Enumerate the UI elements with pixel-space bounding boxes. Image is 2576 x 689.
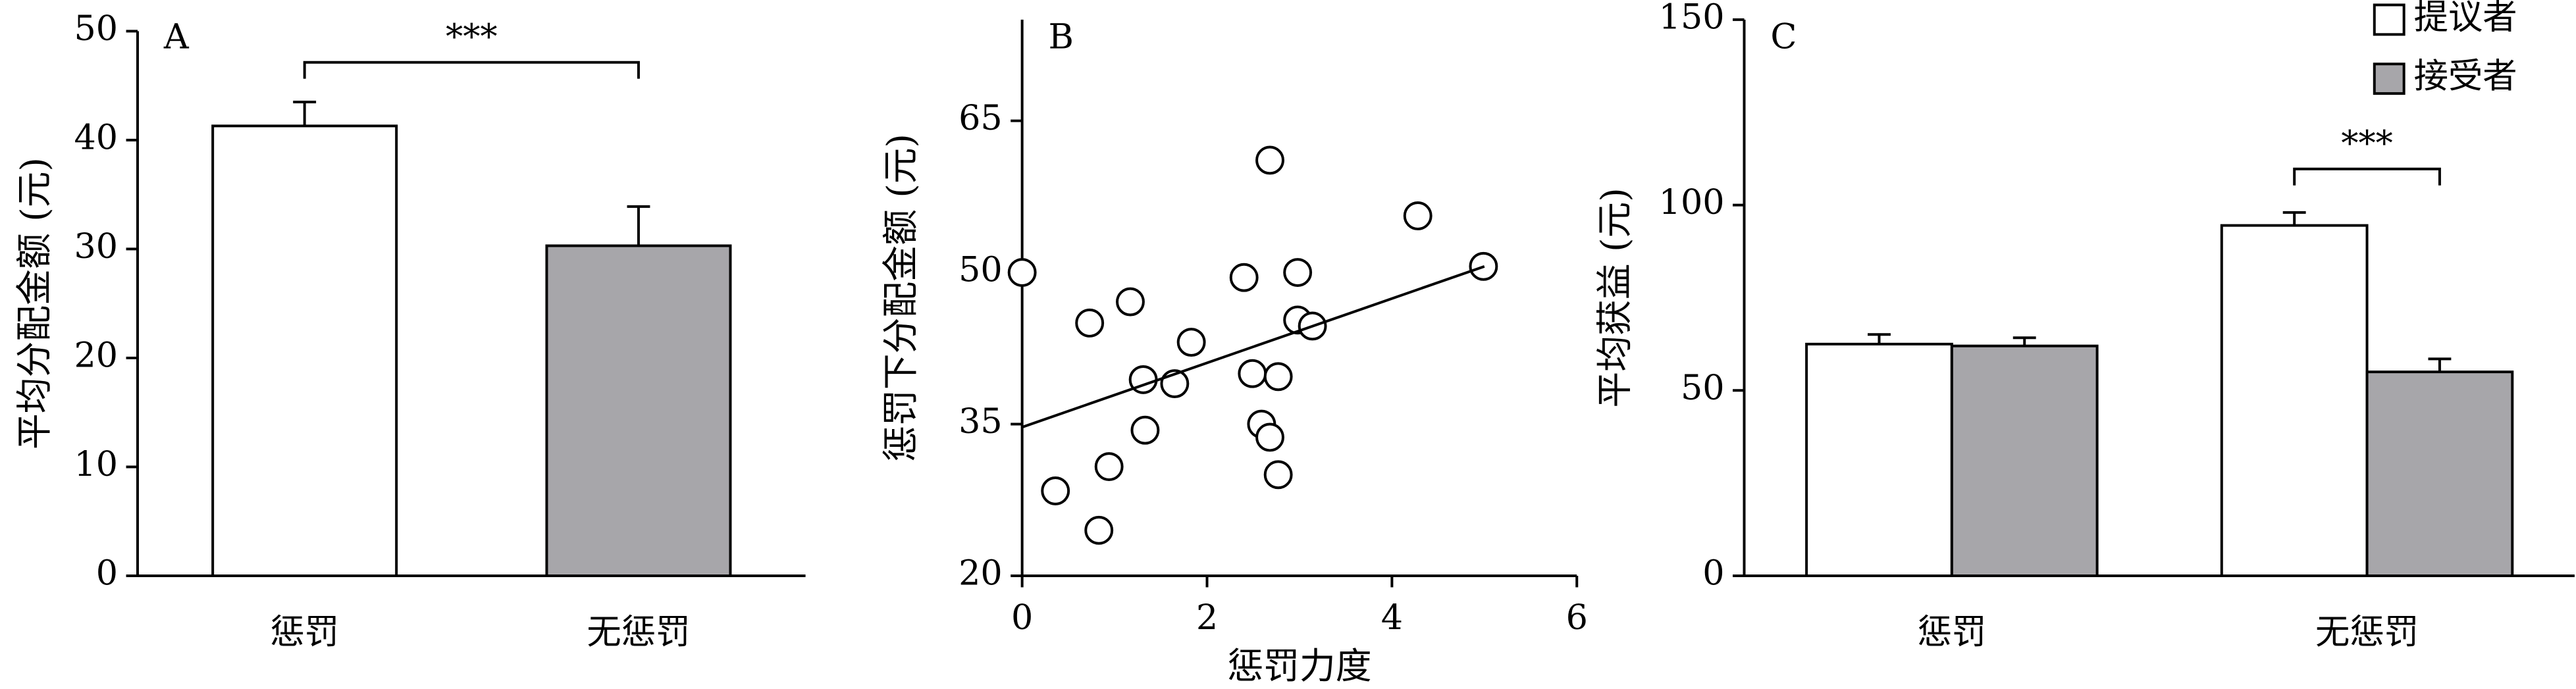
point <box>1255 422 1284 452</box>
point <box>1263 362 1293 392</box>
panel-label: B <box>1049 16 1074 57</box>
x-tick-label: 惩罚 <box>1918 612 1987 652</box>
x-axis-label: 惩罚力度 <box>1227 645 1371 687</box>
point <box>1094 452 1124 481</box>
error-bar <box>2428 357 2452 372</box>
x-tick-label: 无惩罚 <box>2315 612 2419 652</box>
bar <box>211 124 398 577</box>
y-tick-label: 150 <box>1659 0 1725 37</box>
point <box>1263 460 1293 490</box>
point <box>1255 145 1284 175</box>
error-bar <box>627 205 650 246</box>
bar <box>545 244 732 577</box>
error-bar <box>2012 336 2036 346</box>
y-tick-label: 30 <box>74 226 118 267</box>
point <box>1084 515 1114 545</box>
legend-label: 提议者 <box>2414 0 2517 37</box>
y-tick-label: 20 <box>959 553 1003 593</box>
y-tick-label: 65 <box>959 98 1003 138</box>
y-tick-label: 20 <box>74 335 118 375</box>
y-tick-label: 50 <box>74 9 118 49</box>
x-tick-label: 0 <box>1011 598 1033 638</box>
point <box>1007 258 1037 287</box>
point <box>1403 201 1433 230</box>
x-tick-label: 惩罚 <box>270 612 339 652</box>
y-axis-label: 惩罚下分配金额 (元) <box>880 134 922 462</box>
significance-bracket <box>2293 167 2441 186</box>
bar <box>1805 342 1953 577</box>
error-bar <box>2282 211 2306 226</box>
point <box>1176 328 1206 357</box>
panel-label: A <box>163 16 190 57</box>
significance-label: *** <box>446 16 498 57</box>
legend-swatch <box>2373 63 2405 95</box>
y-tick-label: 100 <box>1659 182 1725 222</box>
x-tick-label: 2 <box>1196 598 1218 638</box>
y-tick-label: 10 <box>74 444 118 484</box>
point <box>1238 359 1267 388</box>
point <box>1075 308 1105 338</box>
y-tick-label: 0 <box>96 553 118 593</box>
significance-bracket <box>303 61 640 79</box>
point <box>1130 415 1160 445</box>
y-tick-label: 50 <box>959 250 1003 290</box>
x-tick-label: 无惩罚 <box>587 612 690 652</box>
y-tick-label: 40 <box>74 117 118 157</box>
bar <box>1950 344 2099 577</box>
point <box>1283 258 1313 287</box>
point <box>1229 263 1259 292</box>
x-tick-label: 6 <box>1566 598 1588 638</box>
y-axis-label: 平均获益 (元) <box>1594 188 1636 407</box>
y-tick-label: 35 <box>959 401 1003 442</box>
y-tick-label: 0 <box>1702 553 1724 593</box>
panel-label: C <box>1770 16 1797 57</box>
legend-label: 接受者 <box>2414 56 2517 96</box>
x-tick-label: 4 <box>1381 598 1403 638</box>
bar <box>2365 370 2514 577</box>
point <box>1041 476 1070 505</box>
bar <box>2220 224 2369 577</box>
error-bar <box>293 100 317 126</box>
point <box>1116 287 1145 317</box>
legend-swatch <box>2373 3 2405 36</box>
fit-line <box>1022 265 1485 429</box>
y-tick-label: 50 <box>1681 368 1725 408</box>
significance-label: *** <box>2341 123 2393 163</box>
error-bar <box>1868 333 1891 344</box>
y-axis-label: 平均分配金额 (元) <box>13 157 55 449</box>
